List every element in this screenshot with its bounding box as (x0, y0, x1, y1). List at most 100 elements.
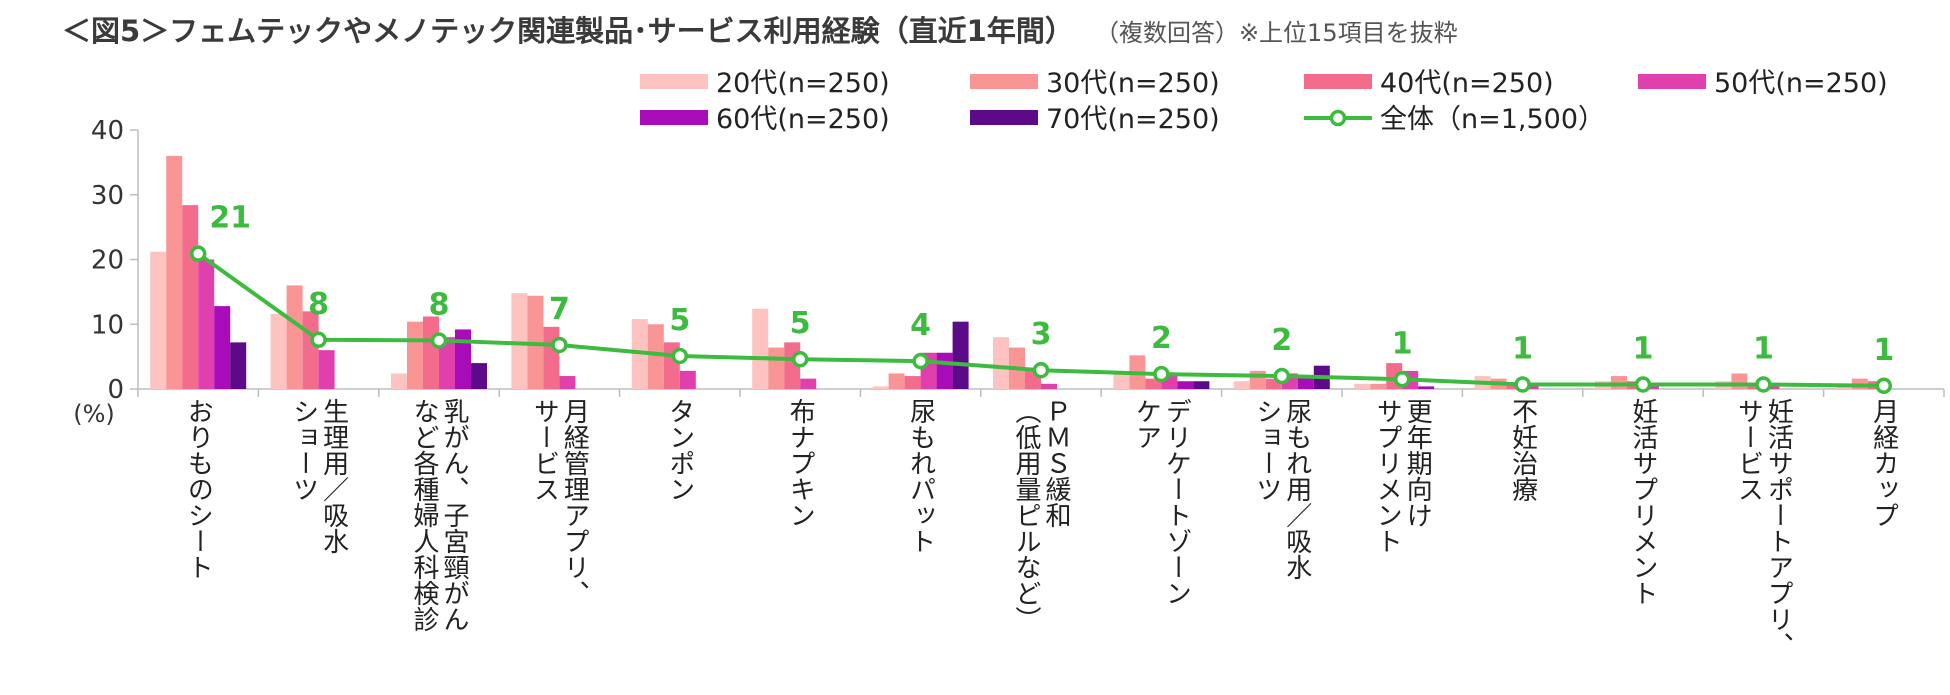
bar (1643, 386, 1659, 389)
legend-label: 70代(n=250) (1046, 104, 1220, 135)
bar (647, 324, 664, 389)
total-line-point (1273, 367, 1291, 385)
x-category-label: 月経カップ (1869, 398, 1899, 528)
total-line-point (1755, 376, 1772, 393)
x-category-label: 妊活サポートアプリ、 (1763, 398, 1793, 658)
total-line-point (430, 332, 448, 349)
legend-swatch (1638, 74, 1706, 89)
total-line-point (1634, 376, 1652, 393)
x-category-label: 尿もれパット (906, 398, 936, 554)
bar (1041, 383, 1057, 389)
bar (904, 376, 921, 389)
total-data-label: 8 (429, 287, 450, 322)
total-line-point (1875, 377, 1893, 395)
y-tick-label: 20 (91, 246, 124, 276)
bar (439, 337, 455, 389)
total-line-point (310, 331, 327, 349)
x-category-label: ケア (1131, 398, 1161, 450)
bar (1297, 376, 1314, 389)
bar (993, 337, 1009, 389)
y-tick-label: 40 (91, 116, 124, 146)
bar (471, 363, 487, 389)
total-data-label: 5 (790, 306, 811, 341)
bar (752, 308, 769, 389)
legend-line-marker (1329, 109, 1347, 127)
total-data-label: 2 (1271, 323, 1292, 358)
bar (1370, 383, 1387, 389)
chart-subtitle: （複数回答）※上位15項目を抜粋 (1094, 19, 1458, 47)
x-category-label: 尿もれ用／吸水 (1282, 398, 1312, 580)
x-category-label: デリケートゾーン (1161, 398, 1191, 606)
bar (1265, 378, 1282, 389)
legend-label: 20代(n=250) (716, 68, 890, 99)
bar (1354, 383, 1371, 389)
total-data-label: 21 (209, 201, 251, 236)
bar (1177, 381, 1194, 389)
total-data-label: 1 (1512, 331, 1533, 366)
bar (286, 285, 303, 389)
total-line-point (1393, 371, 1411, 388)
y-tick-label: 10 (91, 310, 124, 340)
x-category-label: おりものシート (183, 398, 213, 580)
total-data-label: 4 (910, 308, 931, 343)
total-line-point (671, 347, 689, 365)
bar (182, 205, 199, 389)
total-data-label: 3 (1031, 317, 1052, 352)
bar (936, 352, 953, 389)
legend-label: 30代(n=250) (1046, 68, 1220, 99)
total-data-label: 5 (669, 303, 690, 338)
bar (1835, 386, 1852, 389)
x-category-label: 不妊治療 (1508, 398, 1538, 502)
total-data-label: 8 (308, 287, 329, 322)
legend-swatch (1304, 74, 1372, 89)
bar (800, 378, 817, 389)
bar (768, 347, 785, 389)
total-line-point (912, 352, 929, 370)
x-category-label: 布ナプキン (785, 398, 815, 528)
bar (1113, 373, 1130, 389)
bar (407, 321, 423, 389)
legend-label: 50代(n=250) (1714, 68, 1888, 99)
bar (166, 155, 183, 389)
bar (1145, 378, 1162, 389)
y-tick-label: 0 (107, 375, 124, 405)
legend-label: 60代(n=250) (716, 104, 890, 135)
bar (455, 329, 471, 389)
bar (150, 251, 167, 389)
bar (559, 376, 576, 389)
bar (1763, 386, 1780, 389)
bar (511, 293, 528, 389)
legend-swatch (970, 110, 1038, 125)
bar (1193, 381, 1210, 389)
total-data-label: 1 (1392, 326, 1413, 361)
total-data-label: 1 (1873, 333, 1894, 368)
chart-title: ＜図5＞フェムテックやメノテック関連製品･サービス利用経験（直近1年間） (62, 14, 1074, 48)
total-line-point (1153, 365, 1170, 383)
bar (270, 313, 287, 389)
bar (1522, 386, 1539, 389)
y-axis-unit-label: (%) (73, 400, 115, 428)
total-data-label: 2 (1151, 321, 1172, 356)
bar (423, 316, 439, 389)
bar (679, 370, 696, 389)
total-data-label: 7 (549, 292, 570, 327)
title-row: ＜図5＞フェムテックやメノテック関連製品･サービス利用経験（直近1年間） （複数… (62, 8, 1458, 58)
legend-label: 40代(n=250) (1380, 68, 1554, 99)
x-category-label: 更年期向け (1402, 398, 1432, 528)
bar (302, 311, 319, 389)
total-data-label: 1 (1633, 331, 1654, 366)
bar (1731, 373, 1748, 389)
bar (230, 342, 247, 389)
bar (198, 259, 215, 389)
x-category-label: 乳がん、子宮頸がん (439, 398, 469, 632)
x-category-label: ＰＭＳ緩和 (1041, 398, 1071, 528)
y-tick-label: 30 (91, 181, 124, 211)
total-line-point (1032, 361, 1050, 379)
x-category-label: （低用量ピルなど） (1011, 398, 1041, 632)
x-category-label: サービス (529, 398, 559, 502)
total-line-point (551, 336, 568, 354)
legend-label: 全体（n=1,500） (1380, 104, 1605, 135)
bar (952, 321, 969, 389)
bar (214, 306, 231, 389)
